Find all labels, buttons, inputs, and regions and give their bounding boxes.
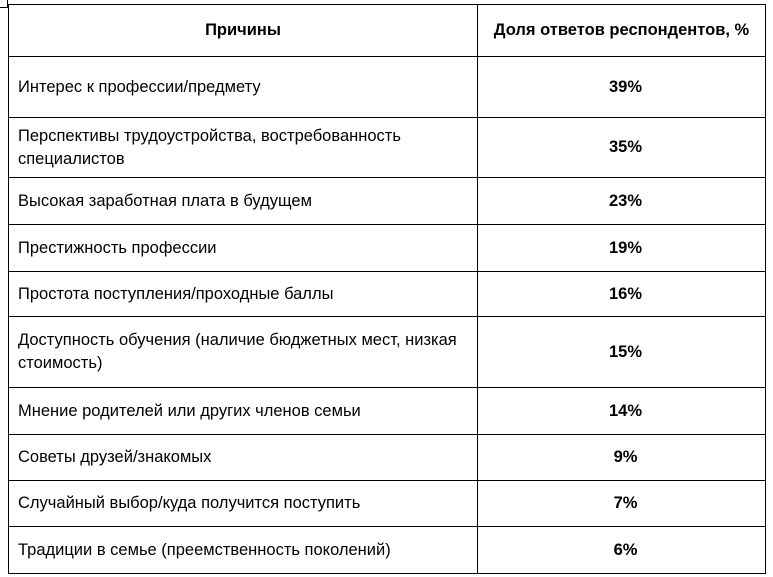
reason-cell: Перспективы трудоустройства, востребован… [8,117,478,178]
reason-cell: Традиции в семье (преемственность поколе… [8,526,478,574]
survey-table: Причины Доля ответов респондентов, % Инт… [8,4,766,574]
reason-cell: Случайный выбор/куда получится поступить [8,480,478,527]
table-header-row: Причины Доля ответов респондентов, % [8,4,766,57]
table-row: Мнение родителей или других членов семьи… [8,387,766,435]
reason-cell: Интерес к профессии/предмету [8,56,478,118]
share-cell: 9% [477,434,766,481]
table-row: Интерес к профессии/предмету 39% [8,56,766,118]
share-cell: 15% [477,316,766,388]
share-cell: 14% [477,387,766,435]
share-cell: 7% [477,480,766,527]
table-row: Высокая заработная плата в будущем 23% [8,177,766,225]
table-row: Советы друзей/знакомых 9% [8,434,766,481]
table-row: Традиции в семье (преемственность поколе… [8,526,766,574]
reason-cell: Престижность профессии [8,224,478,272]
reason-cell: Советы друзей/знакомых [8,434,478,481]
share-cell: 6% [477,526,766,574]
table-row: Доступность обучения (наличие бюджетных … [8,316,766,388]
share-cell: 16% [477,271,766,317]
share-cell: 35% [477,117,766,178]
table-row: Случайный выбор/куда получится поступить… [8,480,766,527]
reason-cell: Высокая заработная плата в будущем [8,177,478,225]
share-cell: 23% [477,177,766,225]
share-cell: 39% [477,56,766,118]
reason-cell: Мнение родителей или других членов семьи [8,387,478,435]
table-row: Простота поступления/проходные баллы 16% [8,271,766,317]
reason-cell: Простота поступления/проходные баллы [8,271,478,317]
column-header-share: Доля ответов респондентов, % [477,4,766,57]
share-cell: 19% [477,224,766,272]
reason-cell: Доступность обучения (наличие бюджетных … [8,316,478,388]
table-row: Перспективы трудоустройства, востребован… [8,117,766,178]
corner-mark [0,0,8,8]
table-row: Престижность профессии 19% [8,224,766,272]
column-header-reason: Причины [8,4,478,57]
